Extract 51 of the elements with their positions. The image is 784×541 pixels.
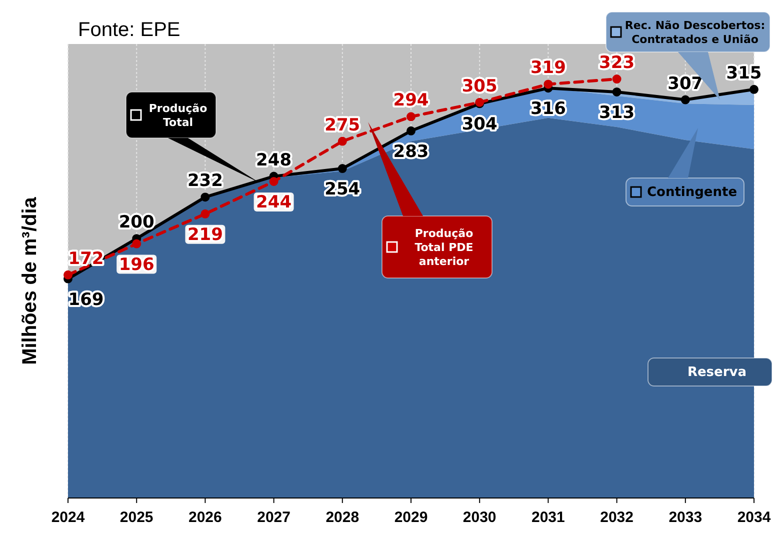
data-label: 219 (187, 224, 223, 245)
data-label: 232 (187, 171, 223, 192)
data-label: 307 (668, 74, 704, 94)
x-tick-label: 2024 (51, 509, 86, 526)
data-label: 283 (393, 142, 429, 162)
point (64, 270, 72, 280)
legend-label: Rec. Não Descobertos: Contratados e União (624, 19, 766, 46)
data-label: 313 (599, 102, 635, 123)
data-label: 305 (462, 76, 498, 96)
x-tick-label: 2030 (462, 509, 496, 526)
source-note: Fonte: EPE (78, 19, 180, 41)
point (200, 192, 210, 202)
data-label: 319 (530, 58, 566, 78)
data-label: 244 (256, 192, 292, 212)
point (406, 112, 416, 122)
x-tick-label: 2027 (257, 509, 290, 526)
data-label: 275 (324, 115, 360, 136)
point (612, 87, 622, 96)
data-label: 248 (256, 150, 292, 170)
x-tick-label: 2028 (326, 509, 360, 526)
point (269, 176, 278, 186)
point (132, 239, 142, 248)
legend-label: Contingente (646, 185, 738, 200)
data-label: 304 (462, 114, 498, 135)
x-tick-label: 2031 (532, 509, 565, 526)
point (338, 164, 347, 174)
data-label: 169 (68, 290, 104, 310)
x-tick-label: 2029 (394, 509, 428, 526)
legend-label: Produção Total PDE anterior (414, 227, 474, 268)
data-label: 323 (599, 53, 635, 74)
point (544, 80, 553, 89)
point (200, 209, 210, 218)
data-label: 200 (118, 212, 155, 233)
point (612, 74, 622, 84)
x-tick-label: 2026 (188, 509, 222, 526)
data-label: 254 (324, 180, 360, 200)
point (750, 84, 758, 94)
series-label: Reserva (687, 365, 747, 380)
x-tick-label: 2033 (668, 509, 702, 526)
data-label: 315 (726, 63, 762, 84)
x-tick-label: 2032 (600, 509, 634, 526)
x-tick-label: 2025 (120, 509, 154, 526)
x-tick-label: 2034 (737, 509, 772, 526)
point (406, 126, 416, 136)
data-label: 316 (530, 99, 566, 120)
point (680, 95, 690, 104)
data-label: 196 (118, 254, 154, 275)
point (338, 136, 347, 146)
y-axis-title: Milhões de m³/dia (19, 196, 41, 365)
legend-label: Produção Total (148, 102, 208, 129)
data-label: 294 (393, 90, 429, 111)
